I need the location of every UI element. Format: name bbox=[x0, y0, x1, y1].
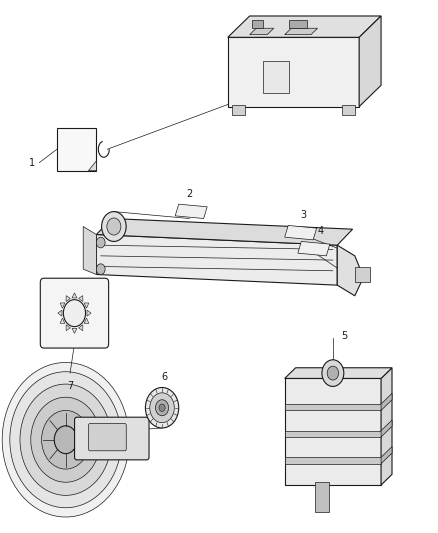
Polygon shape bbox=[72, 293, 77, 298]
FancyBboxPatch shape bbox=[74, 417, 149, 460]
Text: 7: 7 bbox=[67, 381, 73, 391]
Circle shape bbox=[54, 426, 77, 454]
Bar bbox=[289, 20, 307, 28]
Circle shape bbox=[159, 404, 165, 411]
Polygon shape bbox=[83, 227, 96, 274]
Circle shape bbox=[42, 410, 90, 469]
Polygon shape bbox=[381, 447, 392, 464]
Polygon shape bbox=[78, 296, 83, 302]
Circle shape bbox=[96, 264, 105, 274]
Polygon shape bbox=[285, 368, 392, 378]
Polygon shape bbox=[96, 235, 337, 285]
Polygon shape bbox=[298, 241, 330, 256]
FancyBboxPatch shape bbox=[40, 278, 109, 348]
Polygon shape bbox=[96, 219, 353, 245]
Bar bbox=[252, 20, 263, 28]
Polygon shape bbox=[228, 37, 359, 107]
Polygon shape bbox=[285, 378, 381, 485]
Text: 3: 3 bbox=[300, 210, 306, 220]
Bar bbox=[342, 105, 355, 115]
Polygon shape bbox=[84, 303, 89, 308]
Polygon shape bbox=[250, 28, 274, 35]
Text: 2: 2 bbox=[186, 189, 193, 199]
Bar bbox=[263, 61, 289, 93]
Bar bbox=[285, 457, 381, 464]
Polygon shape bbox=[88, 161, 96, 171]
Polygon shape bbox=[381, 420, 392, 437]
Bar bbox=[355, 266, 370, 282]
Polygon shape bbox=[87, 310, 91, 316]
Text: 5: 5 bbox=[342, 331, 348, 341]
Circle shape bbox=[107, 218, 121, 235]
Circle shape bbox=[64, 300, 85, 327]
Bar bbox=[232, 105, 245, 115]
Circle shape bbox=[10, 372, 122, 508]
Polygon shape bbox=[84, 318, 89, 324]
Text: 1: 1 bbox=[29, 158, 35, 167]
Polygon shape bbox=[66, 296, 71, 302]
Circle shape bbox=[155, 400, 169, 416]
Polygon shape bbox=[72, 328, 77, 333]
Polygon shape bbox=[60, 318, 65, 324]
Polygon shape bbox=[359, 16, 381, 107]
Polygon shape bbox=[285, 225, 317, 240]
Bar bbox=[315, 482, 328, 512]
Circle shape bbox=[102, 212, 126, 241]
Circle shape bbox=[31, 397, 101, 482]
Polygon shape bbox=[57, 128, 96, 171]
Polygon shape bbox=[228, 16, 381, 37]
Polygon shape bbox=[381, 368, 392, 485]
Polygon shape bbox=[66, 325, 71, 330]
Circle shape bbox=[322, 360, 344, 386]
Circle shape bbox=[20, 384, 111, 495]
FancyBboxPatch shape bbox=[88, 424, 126, 451]
Polygon shape bbox=[285, 28, 318, 35]
Circle shape bbox=[150, 393, 174, 423]
Circle shape bbox=[2, 362, 129, 517]
Text: 6: 6 bbox=[161, 372, 167, 382]
Polygon shape bbox=[78, 325, 83, 330]
Polygon shape bbox=[381, 393, 392, 410]
Polygon shape bbox=[175, 204, 207, 219]
Circle shape bbox=[145, 387, 179, 428]
Polygon shape bbox=[337, 245, 364, 296]
Text: 4: 4 bbox=[318, 226, 324, 236]
Bar bbox=[285, 404, 381, 410]
Bar bbox=[285, 431, 381, 437]
Polygon shape bbox=[60, 303, 65, 308]
Polygon shape bbox=[58, 310, 62, 316]
Circle shape bbox=[96, 237, 105, 248]
Circle shape bbox=[327, 366, 339, 380]
